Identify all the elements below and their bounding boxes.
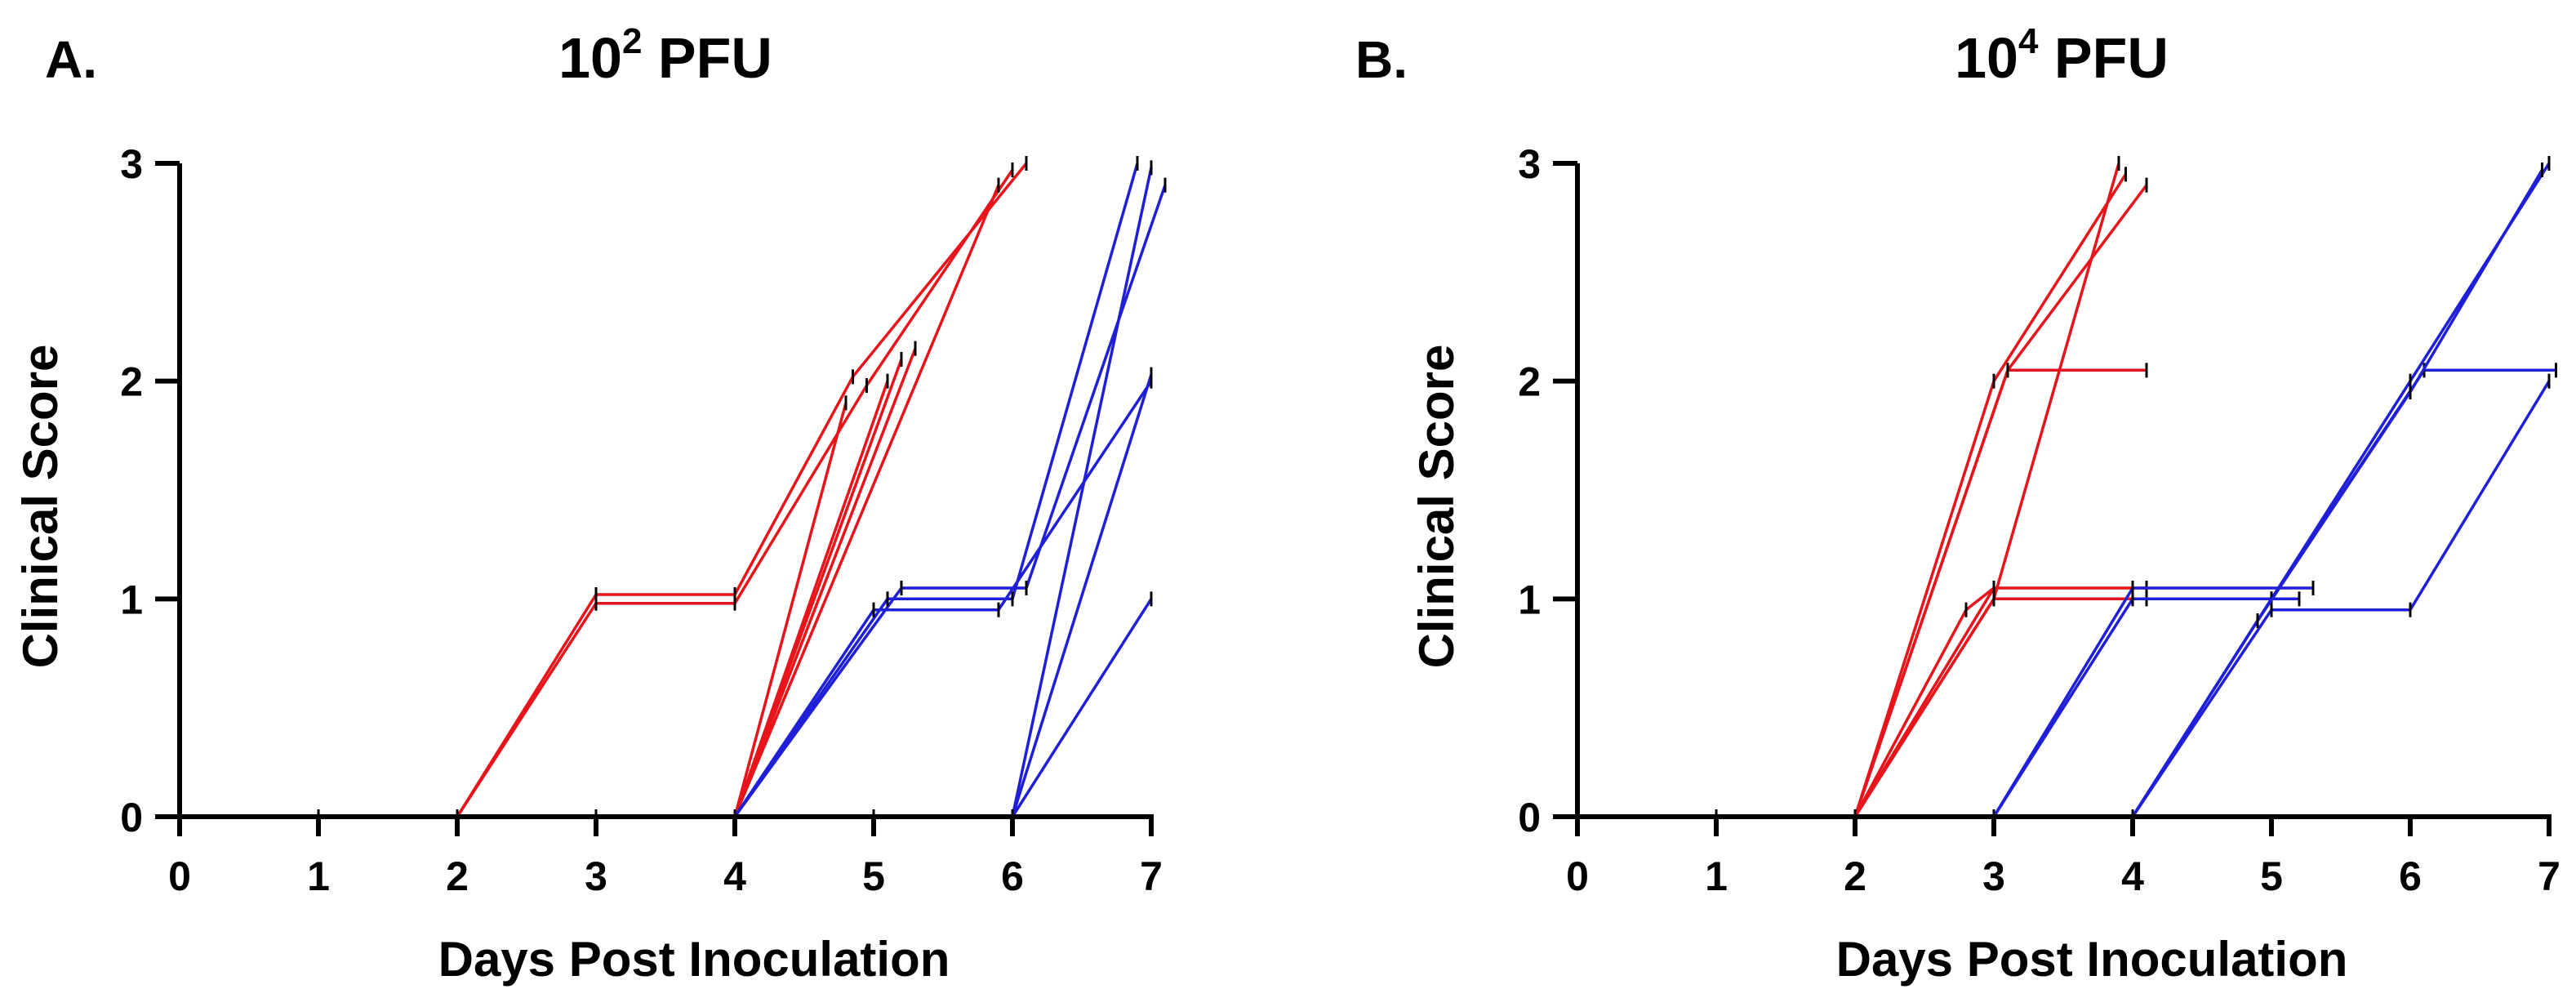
chart-title-exponent: 4: [2018, 21, 2039, 61]
series-line-red-6: [1716, 173, 2127, 818]
y-axis-label: Clinical Score: [1409, 345, 1464, 669]
series-line-red-5: [1716, 163, 2120, 818]
series-line-red-1: [318, 162, 1028, 818]
x-tick-label: 1: [1705, 853, 1728, 899]
y-tick-label: 0: [120, 795, 143, 840]
x-tick-label: 5: [862, 853, 885, 899]
chart-title-base: 10: [558, 26, 622, 90]
series-line-blue-2: [733, 163, 1139, 818]
series-line-red-3: [1716, 597, 2147, 818]
series-line-red-5: [318, 381, 889, 818]
series-line-red-7: [1716, 586, 1995, 818]
series-line-blue-4: [2131, 368, 2556, 818]
y-tick-label: 2: [1518, 359, 1541, 405]
y-tick-label: 0: [1518, 795, 1541, 840]
series-line-red-4: [1716, 586, 2147, 818]
chart-title: 102 PFU: [558, 21, 772, 90]
x-tick-label: 3: [585, 853, 607, 899]
series-line-blue-6: [735, 598, 1153, 818]
chart-title-suffix: PFU: [642, 26, 772, 90]
chart-title-suffix: PFU: [2038, 26, 2168, 90]
series-line-blue-5: [735, 374, 1153, 818]
x-tick-label: 7: [2538, 853, 2560, 899]
x-tick-label: 4: [723, 853, 746, 899]
x-tick-label: 2: [1844, 853, 1866, 899]
y-tick-label: 1: [1518, 577, 1541, 622]
x-tick-label: 2: [446, 853, 469, 899]
series-line-blue-1: [733, 185, 1167, 818]
y-tick-label: 1: [120, 577, 143, 622]
x-tick-label: 5: [2260, 853, 2283, 899]
x-tick-label: 6: [2399, 853, 2422, 899]
series-line-red-7: [318, 185, 1000, 818]
x-axis-label: Days Post Inoculation: [438, 932, 950, 987]
chart-title-base: 10: [1955, 26, 2018, 90]
panel-label: A.: [45, 30, 97, 89]
x-tick-label: 1: [307, 853, 330, 899]
y-tick-label: 3: [1518, 141, 1541, 187]
chart-title: 104 PFU: [1955, 21, 2169, 90]
series-line-red-2: [318, 169, 1014, 818]
x-axis-label: Days Post Inoculation: [1836, 932, 2348, 987]
series-line-blue-3: [733, 380, 1153, 818]
y-tick-label: 2: [120, 359, 143, 405]
panel-label: B.: [1355, 30, 1408, 89]
y-tick-label: 3: [120, 141, 143, 187]
x-tick-label: 6: [1001, 853, 1024, 899]
series-line-red-3: [318, 348, 917, 818]
chart-title-exponent: 2: [622, 21, 642, 61]
x-tick-label: 3: [1982, 853, 2005, 899]
x-tick-label: 7: [1140, 853, 1163, 899]
x-tick-label: 0: [168, 853, 191, 899]
series-line-blue-6: [2131, 169, 2544, 818]
series-line-red-2: [1716, 184, 2148, 818]
series-line-blue-3: [2131, 380, 2551, 818]
series-line-red-6: [318, 402, 848, 818]
x-tick-label: 4: [2121, 853, 2144, 899]
x-tick-label: 0: [1566, 853, 1589, 899]
y-axis-label: Clinical Score: [13, 345, 68, 669]
